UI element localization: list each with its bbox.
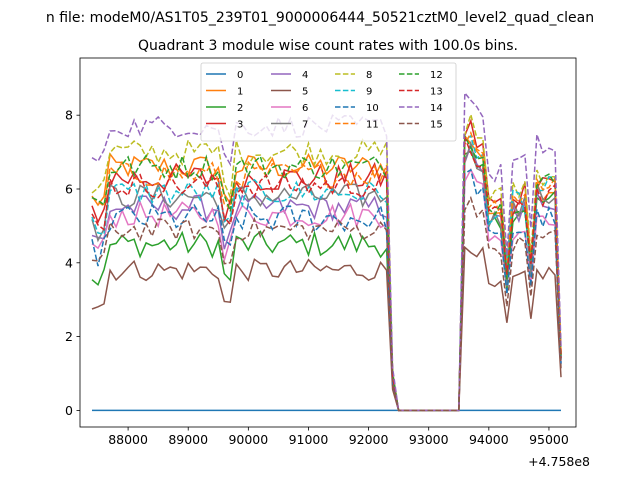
- x-tick-label-3: 91000: [289, 432, 329, 447]
- legend-label-9: 9: [366, 87, 372, 98]
- y-tick-label-0: 0: [65, 403, 73, 418]
- series-line-4: [91, 143, 562, 412]
- legend-label-8: 8: [366, 70, 372, 81]
- legend-box: [200, 62, 457, 142]
- legend-label-3: 3: [237, 120, 243, 131]
- legend-label-4: 4: [302, 70, 308, 81]
- legend-label-10: 10: [366, 103, 379, 114]
- legend-label-2: 2: [237, 103, 243, 114]
- series-line-13: [91, 137, 562, 412]
- plot-frame: [79, 57, 577, 428]
- x-tick-label-5: 93000: [409, 432, 449, 447]
- x-tick-label-7: 95000: [529, 432, 569, 447]
- legend-label-14: 14: [430, 103, 443, 114]
- legend-label-15: 15: [430, 120, 443, 131]
- series-line-5: [91, 245, 562, 412]
- series-line-12: [91, 133, 562, 412]
- y-tick-label-4: 8: [65, 108, 73, 123]
- series-line-15: [91, 195, 562, 412]
- y-tick-label-3: 6: [65, 181, 73, 196]
- x-tick-label-1: 89000: [168, 432, 208, 447]
- legend-label-13: 13: [430, 87, 443, 98]
- x-tick-label-4: 92000: [349, 432, 389, 447]
- legend-label-6: 6: [302, 103, 308, 114]
- legend-label-11: 11: [366, 120, 379, 131]
- x-offset-label: +4.758e8: [528, 454, 590, 469]
- legend-label-12: 12: [430, 70, 443, 81]
- legend-label-7: 7: [302, 120, 308, 131]
- legend-label-5: 5: [302, 87, 308, 98]
- figure-suptitle: n file: modeM0/AS1T05_239T01_9000006444_…: [46, 10, 594, 26]
- y-tick-label-2: 4: [65, 255, 73, 270]
- legend-label-0: 0: [237, 70, 243, 81]
- x-tick-label-6: 94000: [469, 432, 509, 447]
- x-tick-label-0: 88000: [108, 432, 148, 447]
- series-line-2: [91, 150, 562, 412]
- series-line-10: [91, 168, 562, 412]
- y-tick-label-1: 2: [65, 329, 73, 344]
- chart-title: Quadrant 3 module wise count rates with …: [138, 38, 518, 54]
- legend-label-1: 1: [237, 87, 243, 98]
- series-line-6: [91, 167, 562, 412]
- x-tick-label-2: 90000: [228, 432, 268, 447]
- series-line-8: [91, 111, 562, 412]
- series-line-11: [91, 131, 562, 412]
